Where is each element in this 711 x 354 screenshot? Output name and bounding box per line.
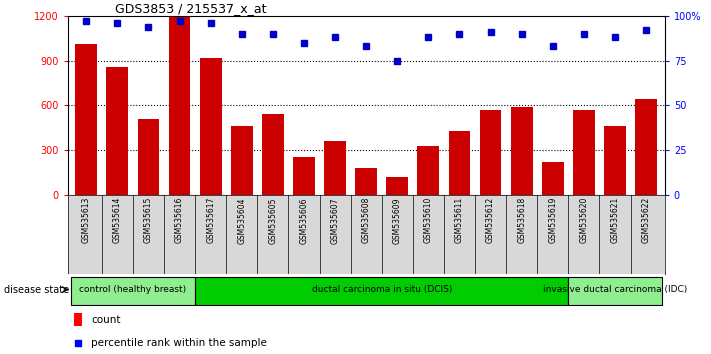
Bar <box>542 162 564 195</box>
Text: invasive ductal carcinoma (IDC): invasive ductal carcinoma (IDC) <box>543 285 687 294</box>
Bar <box>386 177 408 195</box>
Text: GSM535622: GSM535622 <box>641 197 651 243</box>
Bar <box>137 119 159 195</box>
Bar <box>573 110 595 195</box>
Bar <box>200 58 222 195</box>
Text: GSM535617: GSM535617 <box>206 197 215 244</box>
Text: GSM535610: GSM535610 <box>424 197 433 244</box>
Bar <box>75 44 97 195</box>
Bar <box>169 17 191 195</box>
Bar <box>293 158 315 195</box>
Text: percentile rank within the sample: percentile rank within the sample <box>92 338 267 348</box>
Text: count: count <box>92 315 121 325</box>
Bar <box>449 131 471 195</box>
Bar <box>604 126 626 195</box>
Bar <box>417 145 439 195</box>
Text: GSM535605: GSM535605 <box>268 197 277 244</box>
Bar <box>262 114 284 195</box>
Text: GSM535612: GSM535612 <box>486 197 495 243</box>
Text: GSM535613: GSM535613 <box>82 197 91 244</box>
Bar <box>324 141 346 195</box>
Text: GSM535607: GSM535607 <box>331 197 340 244</box>
Text: GSM535616: GSM535616 <box>175 197 184 244</box>
FancyBboxPatch shape <box>195 276 568 304</box>
FancyBboxPatch shape <box>568 276 662 304</box>
Text: disease state: disease state <box>4 285 69 295</box>
Bar <box>107 67 128 195</box>
Bar <box>510 107 533 195</box>
Bar <box>231 126 252 195</box>
Bar <box>635 99 657 195</box>
Text: GSM535614: GSM535614 <box>113 197 122 244</box>
Bar <box>356 168 377 195</box>
Text: GSM535618: GSM535618 <box>517 197 526 243</box>
Text: GSM535621: GSM535621 <box>611 197 619 243</box>
Bar <box>480 110 501 195</box>
Bar <box>73 313 82 326</box>
Text: GSM535619: GSM535619 <box>548 197 557 244</box>
Text: control (healthy breast): control (healthy breast) <box>80 285 186 294</box>
Text: GDS3853 / 215537_x_at: GDS3853 / 215537_x_at <box>115 2 267 15</box>
Text: GSM535615: GSM535615 <box>144 197 153 244</box>
Text: GSM535604: GSM535604 <box>237 197 246 244</box>
Text: GSM535611: GSM535611 <box>455 197 464 243</box>
Text: GSM535609: GSM535609 <box>392 197 402 244</box>
FancyBboxPatch shape <box>70 276 195 304</box>
Text: GSM535606: GSM535606 <box>299 197 309 244</box>
Text: ductal carcinoma in situ (DCIS): ductal carcinoma in situ (DCIS) <box>311 285 452 294</box>
Text: GSM535608: GSM535608 <box>362 197 370 244</box>
Text: GSM535620: GSM535620 <box>579 197 589 244</box>
